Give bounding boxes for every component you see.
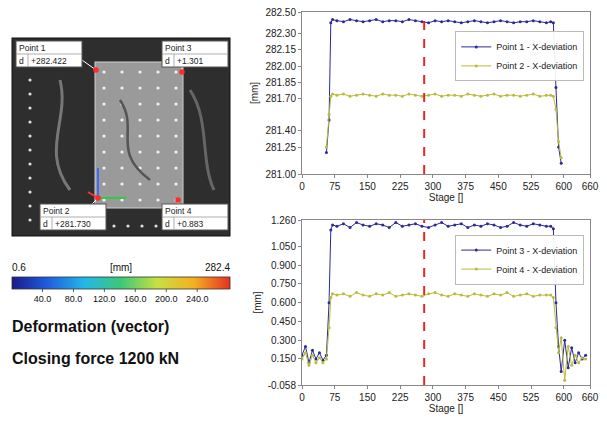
svg-text:+281.730: +281.730 [55,219,91,229]
svg-text:375: 375 [457,181,474,192]
svg-text:Closing force 1200 kN: Closing force 1200 kN [12,350,179,367]
svg-text:200.0: 200.0 [155,294,178,304]
svg-text:282.00: 282.00 [265,61,296,72]
svg-text:281.00: 281.00 [265,169,296,180]
svg-text:d: d [165,56,170,66]
svg-text:281.70: 281.70 [265,93,296,104]
svg-text:+1.301: +1.301 [177,56,204,66]
svg-text:Deformation (vector): Deformation (vector) [12,318,169,335]
svg-text:660: 660 [582,392,599,403]
svg-text:160.0: 160.0 [124,294,147,304]
svg-text:80.0: 80.0 [65,294,83,304]
svg-text:0.600: 0.600 [271,297,296,308]
svg-text:[mm]: [mm] [252,291,263,313]
svg-text:225: 225 [392,181,409,192]
svg-text:75: 75 [329,181,341,192]
svg-text:660: 660 [582,181,599,192]
svg-text:281.25: 281.25 [265,142,296,153]
svg-text:1.260: 1.260 [271,215,296,226]
svg-text:0.900: 0.900 [271,260,296,271]
svg-text:282.4: 282.4 [205,262,230,273]
svg-text:40.0: 40.0 [34,294,52,304]
svg-text:0: 0 [299,181,305,192]
svg-text:Point 1 - X-deviation: Point 1 - X-deviation [496,42,577,52]
svg-text:Point 1: Point 1 [19,43,46,53]
svg-text:+0.883: +0.883 [177,219,204,229]
svg-text:Point 4: Point 4 [165,206,192,216]
svg-text:0.750: 0.750 [271,278,296,289]
svg-text:600: 600 [555,181,572,192]
svg-text:150: 150 [359,181,376,192]
svg-text:Point 4 - X-deviation: Point 4 - X-deviation [496,265,577,275]
svg-text:Point 2: Point 2 [43,206,70,216]
svg-text:+282.422: +282.422 [31,56,67,66]
svg-text:0.6: 0.6 [12,262,26,273]
svg-text:450: 450 [490,392,507,403]
svg-text:Point 3 - X-deviation: Point 3 - X-deviation [496,246,577,256]
svg-text:300: 300 [425,181,442,192]
svg-text:0: 0 [299,392,305,403]
svg-text:0.450: 0.450 [271,316,296,327]
svg-text:[mm]: [mm] [110,262,132,273]
svg-text:282.50: 282.50 [265,7,296,18]
svg-text:282.30: 282.30 [265,28,296,39]
svg-text:375: 375 [457,392,474,403]
svg-text:Stage []: Stage [] [429,403,464,414]
svg-text:525: 525 [523,181,540,192]
svg-text:150: 150 [359,392,376,403]
svg-text:0.300: 0.300 [271,335,296,346]
svg-text:450: 450 [490,181,507,192]
svg-text:[mm]: [mm] [249,82,260,104]
svg-text:Stage []: Stage [] [429,192,464,203]
svg-text:1.050: 1.050 [271,241,296,252]
svg-text:120.0: 120.0 [93,294,116,304]
svg-text:525: 525 [523,392,540,403]
svg-text:225: 225 [392,392,409,403]
svg-text:281.85: 281.85 [265,77,296,88]
svg-text:Point 2 - X-deviation: Point 2 - X-deviation [496,61,577,71]
svg-text:d: d [165,219,170,229]
svg-text:281.40: 281.40 [265,125,296,136]
svg-text:282.15: 282.15 [265,44,296,55]
svg-text:75: 75 [329,392,341,403]
svg-text:300: 300 [425,392,442,403]
svg-text:600: 600 [555,392,572,403]
svg-text:0.150: 0.150 [271,353,296,364]
svg-text:d: d [43,219,48,229]
svg-text:-0.058: -0.058 [268,380,297,391]
svg-text:240.0: 240.0 [186,294,209,304]
svg-text:Point 3: Point 3 [165,43,192,53]
svg-text:d: d [19,56,24,66]
